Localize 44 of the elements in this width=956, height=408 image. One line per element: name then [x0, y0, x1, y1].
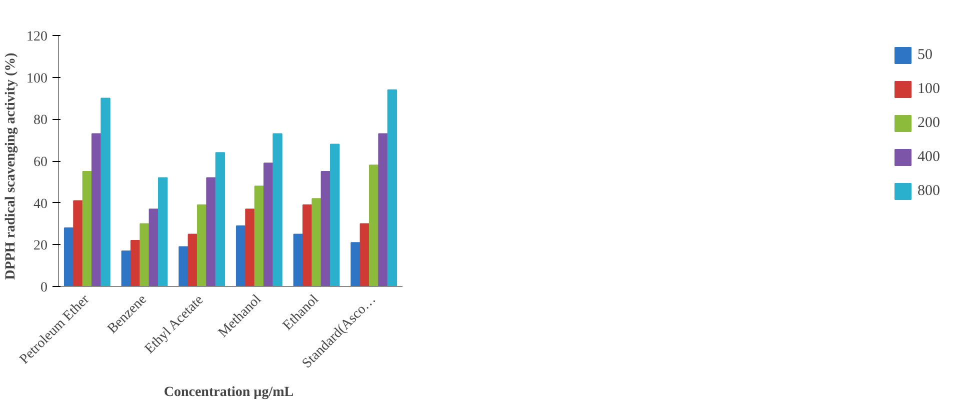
bar	[360, 223, 370, 286]
bar	[236, 225, 246, 286]
bar	[188, 234, 198, 286]
bar	[312, 198, 322, 286]
y-tick-label: 20	[34, 238, 48, 254]
y-tick-label: 80	[34, 113, 48, 128]
bar	[121, 250, 132, 286]
bar	[350, 242, 360, 286]
bar	[215, 152, 226, 286]
bar	[91, 133, 102, 286]
legend-label: 400	[918, 148, 940, 166]
bar	[64, 227, 74, 286]
bar	[148, 208, 159, 286]
y-tick-label: 0	[40, 280, 48, 296]
bar	[254, 186, 264, 286]
y-tick-label: 40	[34, 196, 48, 212]
bar	[130, 240, 140, 286]
bar	[263, 162, 274, 286]
legend-label: 800	[918, 182, 940, 200]
bar	[330, 144, 340, 286]
bar	[245, 208, 255, 286]
bar	[196, 204, 207, 286]
bar	[158, 177, 168, 286]
legend-label: 100	[918, 80, 940, 98]
bar	[378, 133, 388, 286]
bar	[368, 164, 379, 286]
legend-label: 200	[918, 114, 940, 132]
bar	[178, 246, 188, 286]
x-axis-title: Concentration µg/mL	[164, 384, 294, 400]
bar	[82, 170, 92, 286]
bar	[320, 170, 331, 286]
legend-label: 50	[918, 46, 934, 64]
bar	[73, 200, 83, 286]
y-tick-label: 100	[26, 71, 48, 86]
y-tick-label: 60	[34, 155, 48, 170]
y-axis-title: DPPH radical scavenging activity (%)	[4, 52, 18, 280]
bar	[140, 223, 150, 286]
y-tick-label: 120	[26, 30, 48, 44]
bar	[100, 98, 110, 286]
bar	[293, 234, 304, 286]
bar	[302, 204, 312, 286]
bar	[206, 177, 216, 286]
bar	[272, 133, 282, 286]
bar	[387, 89, 398, 286]
